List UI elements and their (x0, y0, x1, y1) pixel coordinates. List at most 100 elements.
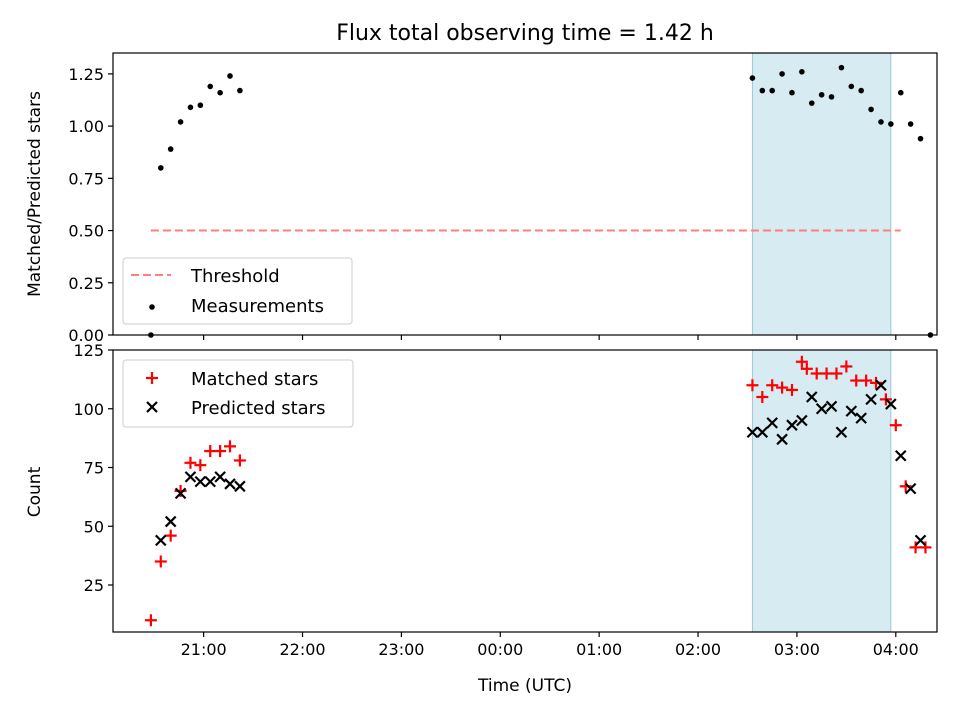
bottom-x-ticks: 21:00 22:00 23:00 00:00 01:00 02:00 03:00 04:00 (181, 632, 919, 659)
legend-measurements-label: Measurements (191, 296, 324, 317)
bottom-legend: Matched stars Predicted stars (122, 359, 354, 428)
measurement-point (907, 121, 914, 127)
measurement-point (917, 135, 924, 142)
measurement-point (749, 75, 756, 81)
bottom-y-tick-label: 25 (84, 576, 104, 595)
bottom-shaded-span (751, 349, 892, 633)
predicted-star-point (194, 475, 207, 488)
predicted-star-point (234, 480, 246, 493)
measurement-point (858, 87, 864, 94)
predicted-star-point (885, 398, 897, 410)
predicted-star-point (835, 426, 848, 439)
legend-threshold-label: Threshold (190, 266, 280, 287)
predicted-star-point (786, 419, 798, 431)
predicted-star-point (894, 449, 907, 462)
bottom-y-tick-label: 100 (73, 400, 104, 419)
legend-measurements-swatch (149, 304, 155, 310)
predicted-star-point (875, 379, 887, 392)
predicted-star-point (204, 475, 217, 488)
x-tick-label: 02:00 (675, 640, 721, 659)
top-axes-frame (112, 52, 938, 336)
measurement-point (759, 87, 766, 94)
matched-star-point (194, 459, 207, 472)
measurement-point (878, 119, 884, 125)
predicted-star-point (756, 426, 769, 439)
bottom-y-tick-label: 125 (73, 341, 104, 360)
predicted-star-point (776, 433, 788, 446)
measurement-point (818, 91, 825, 98)
bottom-axes-frame (112, 349, 938, 633)
legend-predicted-label: Predicted stars (191, 398, 325, 419)
matched-star-point (889, 419, 902, 432)
matched-star-point (840, 360, 853, 373)
measurement-point (828, 94, 835, 100)
measurement-point (217, 89, 223, 96)
measurement-point (808, 100, 815, 106)
measurement-point (789, 89, 795, 96)
bottom-y-tick-label: 75 (84, 459, 104, 478)
top-y-tick-label: 0.50 (68, 222, 104, 241)
matched-star-point (164, 529, 177, 542)
bottom-legend-box (122, 359, 354, 428)
matched-star-point (785, 383, 798, 396)
predicted-star-point (805, 391, 818, 403)
predicted-star-point (164, 515, 177, 528)
top-shaded-span (751, 52, 892, 336)
matched-star-point (756, 391, 769, 403)
measurement-point (769, 87, 775, 94)
predicted-star-point (746, 426, 759, 439)
measurement-point (888, 121, 894, 127)
matched-star-point (860, 374, 873, 387)
predicted-star-point (815, 402, 828, 415)
matched-star-point (174, 485, 187, 497)
top-y-tick-label: 0.75 (68, 169, 104, 188)
legend-matched-swatch (146, 372, 158, 384)
top-y-axis-label: Matched/Predicted stars (25, 91, 45, 297)
measurement-point (897, 89, 904, 96)
predicted-star-point (174, 487, 187, 500)
measurement-point (227, 73, 233, 79)
x-tick-label: 21:00 (181, 640, 227, 659)
predicted-star-point (865, 393, 877, 406)
x-tick-label: 00:00 (477, 640, 523, 659)
count-points (144, 355, 932, 627)
matched-star-point (830, 367, 843, 380)
top-y-tick-label: 1.25 (68, 65, 104, 84)
matched-star-point (214, 445, 227, 458)
predicted-star-point (214, 471, 226, 483)
matched-star-point (154, 555, 167, 568)
top-legend-box (122, 257, 353, 325)
measurement-point (197, 102, 204, 109)
measurement-point (237, 87, 243, 94)
predicted-star-point (184, 471, 197, 483)
panel-bottom: 25 50 75 100 125 21:00 22:00 23:00 00:00 01:00 02… (25, 341, 938, 696)
top-y-tick-label: 0.00 (68, 326, 104, 345)
matched-star-point (233, 454, 246, 467)
top-y-ticks: 0.00 0.25 0.50 0.75 1.00 1.25 (68, 65, 113, 345)
x-tick-label: 22:00 (279, 640, 325, 659)
bottom-y-ticks: 25 50 75 100 125 (73, 341, 113, 595)
predicted-star-point (796, 414, 808, 427)
predicted-star-point (904, 482, 917, 495)
matched-star-point (919, 541, 932, 554)
matched-star-point (800, 362, 813, 375)
x-axis-label: Time (UTC) (477, 676, 572, 696)
measurement-point (838, 64, 845, 71)
measurement-point (799, 69, 805, 75)
x-tick-label: 01:00 (576, 640, 622, 659)
predicted-star-point (766, 417, 778, 429)
matched-star-point (766, 379, 779, 392)
bottom-y-tick-label: 50 (84, 517, 104, 536)
measurement-point (868, 106, 874, 113)
measurement-point (848, 83, 855, 90)
measurement-point (187, 104, 194, 111)
x-tick-label: 04:00 (873, 640, 919, 659)
top-x-ticks (203, 335, 897, 340)
x-tick-label: 03:00 (774, 640, 820, 659)
matched-star-point (144, 614, 157, 627)
matched-star-point (184, 456, 197, 469)
predicted-star-point (855, 412, 867, 424)
matched-star-point (224, 440, 237, 453)
measurement-point (177, 119, 184, 125)
